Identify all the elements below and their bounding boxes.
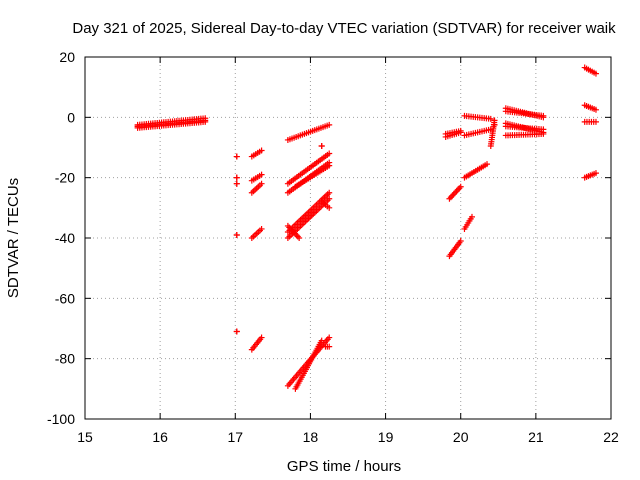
data-point bbox=[258, 180, 265, 187]
data-point bbox=[457, 183, 464, 190]
data-point bbox=[592, 70, 599, 77]
data-point bbox=[233, 231, 240, 238]
axis-ticks: 15 16 17 18 19 20 21 22 -100 -80 -60 -40 -20 0 20 bbox=[47, 49, 619, 445]
y-tick-label: -40 bbox=[55, 230, 75, 246]
data-point bbox=[233, 153, 240, 160]
x-tick-label: 19 bbox=[378, 429, 394, 445]
data-point bbox=[326, 343, 333, 350]
x-tick-label: 16 bbox=[152, 429, 168, 445]
data-point bbox=[487, 115, 494, 122]
data-point bbox=[202, 118, 209, 125]
chart-title: Day 321 of 2025, Sidereal Day-to-day VTE… bbox=[72, 20, 616, 37]
data-point bbox=[326, 334, 333, 341]
data-point bbox=[233, 180, 240, 187]
data-point bbox=[457, 127, 464, 134]
data-point bbox=[258, 171, 265, 178]
data-point bbox=[540, 130, 547, 137]
data-point bbox=[318, 337, 325, 344]
x-tick-label: 21 bbox=[528, 429, 544, 445]
data-point bbox=[326, 204, 333, 211]
data-point bbox=[258, 334, 265, 341]
x-tick-label: 18 bbox=[303, 429, 319, 445]
data-point bbox=[592, 106, 599, 113]
x-tick-label: 22 bbox=[603, 429, 619, 445]
data-point bbox=[592, 170, 599, 177]
y-tick-label: -100 bbox=[47, 411, 75, 427]
data-point bbox=[468, 213, 475, 220]
data-point bbox=[326, 195, 333, 202]
data-point bbox=[540, 112, 547, 119]
data-point bbox=[326, 121, 333, 128]
data-point bbox=[592, 118, 599, 125]
data-points bbox=[134, 64, 599, 392]
x-axis-label: GPS time / hours bbox=[287, 458, 401, 475]
data-point bbox=[258, 147, 265, 154]
data-point bbox=[326, 162, 333, 169]
x-tick-label: 17 bbox=[227, 429, 243, 445]
data-point bbox=[484, 161, 491, 168]
y-tick-label: 20 bbox=[59, 49, 75, 65]
x-tick-label: 20 bbox=[453, 429, 469, 445]
y-axis-label: SDTVAR / TECUs bbox=[5, 178, 22, 298]
data-point bbox=[296, 235, 303, 241]
x-tick-label: 15 bbox=[77, 429, 93, 445]
data-point bbox=[326, 150, 333, 157]
y-tick-label: 0 bbox=[67, 109, 75, 125]
data-point bbox=[318, 142, 325, 149]
y-tick-label: -60 bbox=[55, 290, 75, 306]
y-tick-label: -20 bbox=[55, 170, 75, 186]
data-point bbox=[326, 189, 333, 196]
plot-frame bbox=[84, 56, 612, 420]
data-point bbox=[491, 121, 498, 128]
data-point bbox=[233, 328, 240, 335]
data-point bbox=[258, 225, 265, 232]
data-point bbox=[233, 174, 240, 181]
y-tick-label: -80 bbox=[55, 351, 75, 367]
data-point bbox=[457, 238, 464, 245]
grid bbox=[85, 57, 611, 419]
